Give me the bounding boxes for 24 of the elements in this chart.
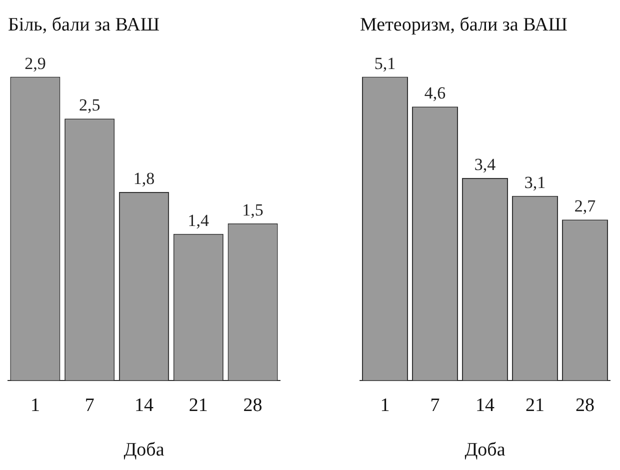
x-tick-label: 7 bbox=[84, 394, 94, 416]
data-label: 1,5 bbox=[242, 200, 264, 220]
x-tick-label: 21 bbox=[188, 394, 208, 416]
data-label: 5,1 bbox=[374, 54, 396, 73]
data-label: 4,6 bbox=[424, 84, 446, 103]
data-label: 2,7 bbox=[574, 196, 596, 216]
data-label: 3,4 bbox=[474, 154, 496, 174]
x-tick-label: 1 bbox=[380, 394, 390, 416]
x-tick-label: 28 bbox=[243, 394, 262, 416]
x-tick-label: 14 bbox=[476, 394, 495, 416]
data-label: 3,1 bbox=[524, 172, 546, 192]
x-tick-label: 14 bbox=[134, 394, 154, 416]
x-tick-label: 7 bbox=[430, 394, 440, 416]
data-label: 1,4 bbox=[188, 210, 210, 230]
chart-title: Метеоризм, бали за ВАШ bbox=[360, 14, 568, 36]
chart-title: Біль, бали за ВАШ bbox=[8, 14, 160, 36]
data-label: 2,5 bbox=[78, 96, 100, 115]
x-axis-title: Доба bbox=[124, 440, 165, 461]
x-tick-label: 28 bbox=[576, 394, 594, 416]
data-label: 2,9 bbox=[24, 54, 46, 73]
x-tick-label: 1 bbox=[30, 394, 40, 416]
x-axis-title: Доба bbox=[464, 440, 506, 461]
x-tick-label: 21 bbox=[526, 394, 544, 416]
data-label: 1,8 bbox=[133, 168, 155, 188]
